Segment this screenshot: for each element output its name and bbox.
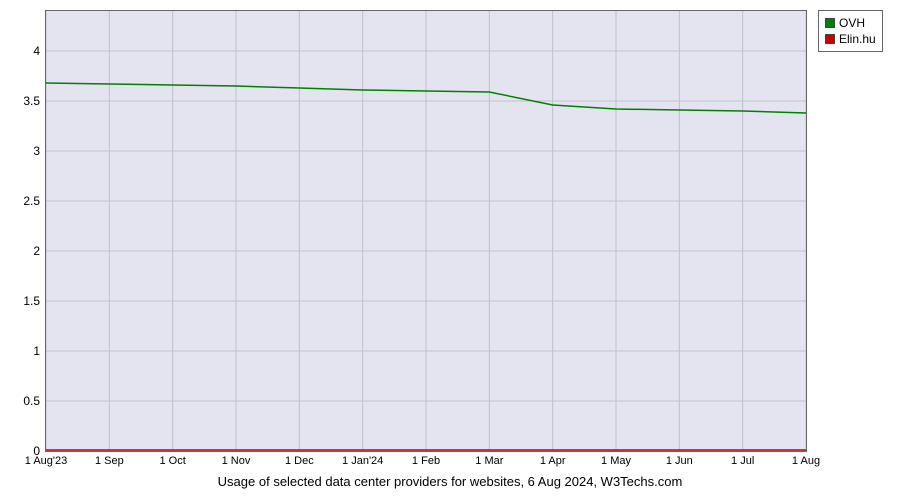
x-tick-label: 1 Aug'23 — [25, 451, 67, 467]
legend-item: Elin.hu — [825, 31, 876, 47]
x-tick-label: 1 Nov — [222, 451, 251, 467]
x-tick-label: 1 Jun — [666, 451, 693, 467]
x-tick-label: 1 Dec — [285, 451, 314, 467]
legend-label: OVH — [839, 15, 865, 31]
x-tick-label: 1 Mar — [475, 451, 503, 467]
y-tick-label: 3.5 — [23, 94, 46, 108]
chart-caption: Usage of selected data center providers … — [0, 474, 900, 489]
legend-swatch — [825, 34, 835, 44]
legend-label: Elin.hu — [839, 31, 876, 47]
x-tick-label: 1 Jan'24 — [342, 451, 383, 467]
y-tick-label: 1.5 — [23, 294, 46, 308]
chart-container: 00.511.522.533.541 Aug'231 Sep1 Oct1 Nov… — [0, 0, 900, 500]
x-tick-label: 1 Apr — [540, 451, 566, 467]
legend-item: OVH — [825, 15, 876, 31]
x-tick-label: 1 Feb — [412, 451, 440, 467]
x-tick-label: 1 Jul — [731, 451, 754, 467]
x-tick-label: 1 May — [601, 451, 631, 467]
y-tick-label: 1 — [33, 344, 46, 358]
x-tick-label: 1 Oct — [160, 451, 186, 467]
y-tick-label: 2.5 — [23, 194, 46, 208]
y-tick-label: 2 — [33, 244, 46, 258]
plot-area: 00.511.522.533.541 Aug'231 Sep1 Oct1 Nov… — [45, 10, 807, 452]
legend: OVHElin.hu — [818, 10, 883, 52]
y-tick-label: 0.5 — [23, 394, 46, 408]
legend-swatch — [825, 18, 835, 28]
plot-svg — [46, 11, 806, 451]
y-tick-label: 3 — [33, 144, 46, 158]
x-tick-label: 1 Aug — [792, 451, 820, 467]
x-tick-label: 1 Sep — [95, 451, 124, 467]
y-tick-label: 4 — [33, 44, 46, 58]
